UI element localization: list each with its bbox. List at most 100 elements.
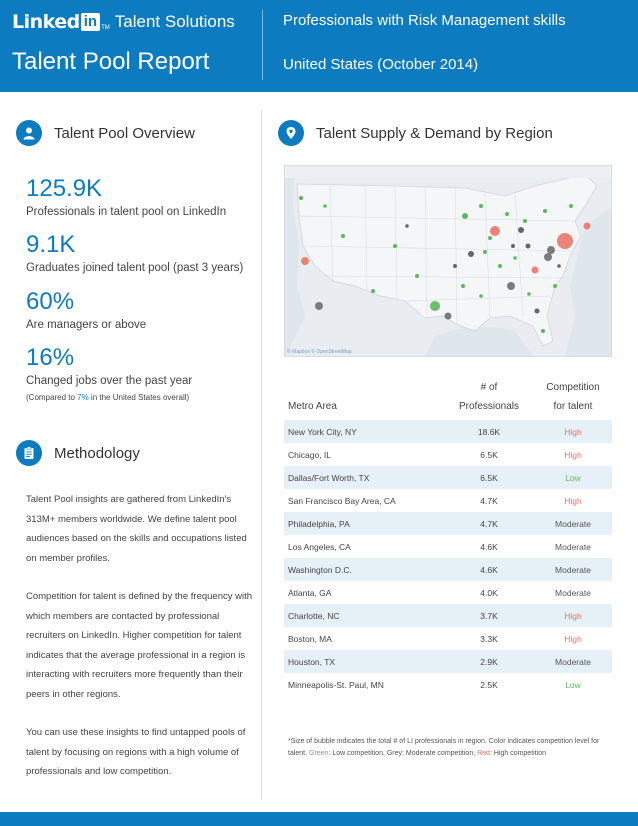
table-row: Philadelphia, PA 4.7K Moderate [284, 512, 612, 535]
brand-block: Linked in TM Talent Solutions [12, 10, 262, 34]
count-cell: 2.9K [480, 656, 498, 667]
stat-value: 125.9K [26, 175, 103, 202]
metro-cell: Minneapolis-St. Paul, MN [288, 679, 384, 690]
report-title: Talent Pool Report [12, 48, 210, 75]
competition-cell: High [564, 610, 582, 621]
metro-cell: Philadelphia, PA [288, 518, 350, 529]
stat-label: Graduates joined talent pool (past 3 yea… [26, 262, 244, 274]
metro-cell: Dallas/Fort Worth, TX [288, 472, 370, 483]
footer-bar [0, 812, 638, 826]
col-comp-line2: for talent [553, 401, 593, 412]
methodology-paragraph: Competition for talent is defined by the… [26, 591, 253, 700]
note-accent-value: 7% [77, 393, 89, 402]
competition-cell: Moderate [555, 587, 591, 598]
competition-cell: Moderate [555, 518, 591, 529]
header-divider [262, 10, 263, 80]
count-cell: 2.5K [480, 679, 498, 690]
note-prefix: (Compared to [26, 393, 78, 402]
col-count-line2: Professionals [458, 401, 520, 412]
methodology-text: Talent Pool insights are gathered from L… [26, 490, 252, 801]
methodology-paragraph: Talent Pool insights are gathered from L… [26, 494, 247, 564]
supply-demand-heading: Talent Supply & Demand by Region [278, 120, 553, 146]
table-row: New York City, NY 18.6K High [284, 420, 612, 443]
metro-cell: Atlanta, GA [288, 587, 332, 598]
overview-heading: Talent Pool Overview [16, 120, 195, 146]
count-cell: 6.5K [480, 449, 498, 460]
table-row: Boston, MA 3.3K High [284, 627, 612, 650]
col-count-line1: # of [480, 382, 498, 393]
table-header: Metro Area # of Professionals Competitio… [284, 372, 612, 416]
location-pin-icon [278, 120, 304, 146]
count-cell: 6.5K [480, 472, 498, 483]
col-competition-header: Competition for talent [534, 378, 612, 416]
footnote-red-label: Red [477, 750, 490, 757]
stat-value: 60% [26, 288, 75, 315]
table-body: New York City, NY 18.6K High Chicago, IL 6.5… [284, 420, 612, 696]
map-bubbles [299, 196, 591, 333]
footnote: *Size of bubble indicates the total # of… [288, 736, 620, 760]
table-row: Minneapolis-St. Paul, MN 2.5K Low [284, 673, 612, 696]
map-graphic [285, 166, 611, 356]
product-name: Talent Solutions [114, 12, 235, 31]
competition-cell: Low [565, 679, 581, 690]
competition-cell: High [564, 426, 582, 437]
metro-cell: Charlotte, NC [288, 610, 340, 621]
count-cell: 3.7K [480, 610, 498, 621]
table-row: Los Angeles, CA 4.6K Moderate [284, 535, 612, 558]
col-comp-line1: Competition [546, 382, 600, 393]
report-header: Linked in TM Talent Solutions Talent Poo… [0, 0, 638, 92]
count-cell: 4.7K [480, 518, 498, 529]
supply-demand-title: Talent Supply & Demand by Region [316, 124, 553, 142]
logo-trademark: TM [101, 25, 110, 31]
metro-cell: San Francisco Bay Area, CA [288, 495, 396, 506]
count-cell: 4.6K [480, 541, 498, 552]
count-cell: 4.7K [480, 495, 498, 506]
footnote-part1: *Size of bubble indicates the total # of… [288, 738, 600, 757]
us-talent-map[interactable]: © Mapbox © OpenStreetMap [284, 165, 612, 357]
methodology-heading: Methodology [16, 440, 140, 466]
competition-cell: High [564, 633, 582, 644]
col-count-header: # of Professionals [444, 378, 534, 416]
metro-cell: New York City, NY [288, 426, 357, 437]
metro-cell: Houston, TX [288, 656, 336, 667]
person-icon [16, 120, 42, 146]
stat-label: Professionals in talent pool on LinkedIn [26, 206, 227, 218]
stat-label: Are managers or above [26, 319, 147, 331]
table-row: Atlanta, GA 4.0K Moderate [284, 581, 612, 604]
metro-cell: Boston, MA [288, 633, 332, 644]
count-cell: 18.6K [477, 426, 501, 437]
report-subject: Professionals with Risk Management skill… [283, 12, 566, 29]
competition-cell: Moderate [555, 541, 591, 552]
map-credit[interactable]: © Mapbox © OpenStreetMap [287, 349, 352, 355]
column-divider [261, 110, 262, 800]
table-row: Houston, TX 2.9K Moderate [284, 650, 612, 673]
metro-table: Metro Area # of Professionals Competitio… [284, 372, 612, 696]
table-row: Charlotte, NC 3.7K High [284, 604, 612, 627]
footnote-part3: : High competition [489, 750, 546, 757]
table-row: Dallas/Fort Worth, TX 6.5K Low [284, 466, 612, 489]
footnote-part2: : Low competition, Grey: Moderate compet… [328, 750, 478, 757]
table-row: Washington D.C. 4.6K Moderate [284, 558, 612, 581]
stat-job-changes: 16% Changed jobs over the past year (Com… [26, 345, 193, 403]
table-row: Chicago, IL 6.5K High [284, 443, 612, 466]
table-row: San Francisco Bay Area, CA 4.7K High [284, 489, 612, 512]
note-suffix: in the United States overall) [88, 393, 190, 402]
linkedin-logo: Linked in TM Talent Solutions [12, 10, 262, 34]
count-cell: 4.0K [480, 587, 498, 598]
stat-managers: 60% Are managers or above [26, 288, 147, 332]
metro-cell: Los Angeles, CA [288, 541, 351, 552]
competition-cell: Moderate [555, 564, 591, 575]
stat-label: Changed jobs over the past year [26, 375, 193, 387]
metro-cell: Chicago, IL [288, 449, 331, 460]
stat-talent-pool: 125.9K Professionals in talent pool on L… [26, 175, 227, 219]
competition-cell: Moderate [555, 656, 591, 667]
clipboard-icon [16, 440, 42, 466]
competition-cell: High [564, 449, 582, 460]
methodology-title: Methodology [54, 444, 140, 462]
footnote-green-label: Green [309, 750, 329, 757]
report-region: United States (October 2014) [283, 56, 479, 73]
metro-cell: Washington D.C. [288, 564, 352, 575]
count-cell: 4.6K [480, 564, 498, 575]
stat-graduates: 9.1K Graduates joined talent pool (past … [26, 232, 244, 275]
competition-cell: High [564, 495, 582, 506]
